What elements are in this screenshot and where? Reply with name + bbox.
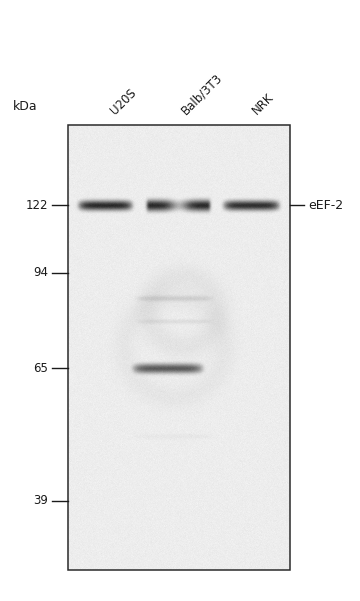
Text: Balb/3T3: Balb/3T3: [179, 71, 225, 117]
Text: U20S: U20S: [108, 86, 139, 117]
Text: 39: 39: [33, 495, 48, 507]
Text: 122: 122: [26, 199, 48, 212]
Text: 94: 94: [33, 266, 48, 279]
Text: NRK: NRK: [250, 91, 276, 117]
Text: kDa: kDa: [13, 100, 38, 114]
Text: eEF-2: eEF-2: [308, 199, 343, 212]
Bar: [68, 125, 290, 570]
Text: 65: 65: [33, 362, 48, 375]
